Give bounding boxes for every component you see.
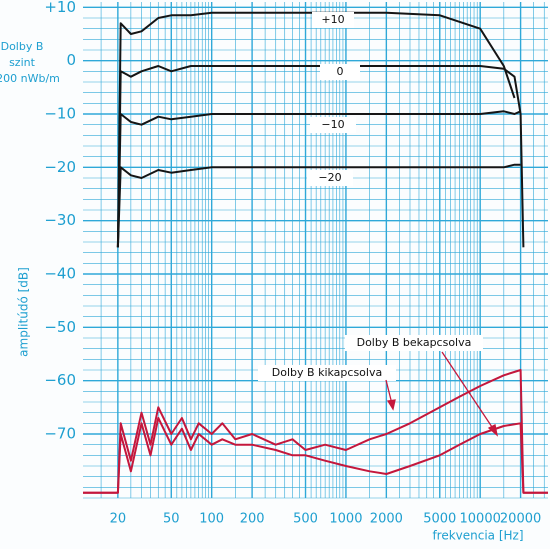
series-line <box>116 163 521 248</box>
annotation: +10 <box>321 13 344 26</box>
scale-note: Dolby B <box>1 40 44 53</box>
label-box <box>307 170 353 186</box>
label-box <box>258 365 396 381</box>
annotation: Dolby B kikapcsolva <box>272 366 382 379</box>
y-tick-label: −30 <box>44 211 76 229</box>
annotation: Dolby B bekapcsolva <box>357 336 472 349</box>
label-box <box>310 117 356 133</box>
series-line <box>116 110 522 248</box>
y-tick-label: −70 <box>44 425 76 443</box>
lines <box>83 11 548 494</box>
arrow <box>441 351 495 431</box>
y-tick-label: −60 <box>44 371 76 389</box>
x-tick-label: 10000 <box>460 512 501 527</box>
arrowhead <box>487 424 499 437</box>
x-tick-label: 5000 <box>423 512 456 527</box>
y-tick-label: −40 <box>44 265 76 283</box>
annotation: −20 <box>318 171 341 184</box>
scale-note: szint <box>9 56 36 69</box>
y-axis-label: amplitúdó [dB] <box>17 267 31 357</box>
x-tick-label: 500 <box>293 512 318 527</box>
x-tick-label: 20 <box>110 512 127 527</box>
label-box <box>345 335 483 351</box>
x-tick-label: 2000 <box>370 512 403 527</box>
grid <box>83 2 548 499</box>
y-tick-label: −20 <box>44 158 76 176</box>
x-tick-label: 50 <box>163 512 180 527</box>
x-tick-label: 1000 <box>329 512 362 527</box>
label-box <box>320 64 360 80</box>
y-tick-label: −50 <box>44 318 76 336</box>
y-tick-label: +10 <box>44 0 76 16</box>
arrowhead <box>386 399 396 411</box>
x-axis-label: frekvencia [Hz] <box>432 529 523 543</box>
scale-note: 200 nWb/m <box>0 72 60 85</box>
y-tick-label: −10 <box>44 105 76 123</box>
label-box <box>312 12 354 28</box>
annotation: 0 <box>337 65 344 78</box>
x-tick-label: 20000 <box>500 512 541 527</box>
series-line <box>83 369 548 494</box>
y-tick-label: 0 <box>66 51 76 69</box>
annotation: −10 <box>321 118 344 131</box>
series-line <box>116 11 516 248</box>
series-line <box>83 417 548 494</box>
x-tick-label: 100 <box>199 512 224 527</box>
x-tick-label: 200 <box>240 512 265 527</box>
series-line <box>116 65 525 248</box>
